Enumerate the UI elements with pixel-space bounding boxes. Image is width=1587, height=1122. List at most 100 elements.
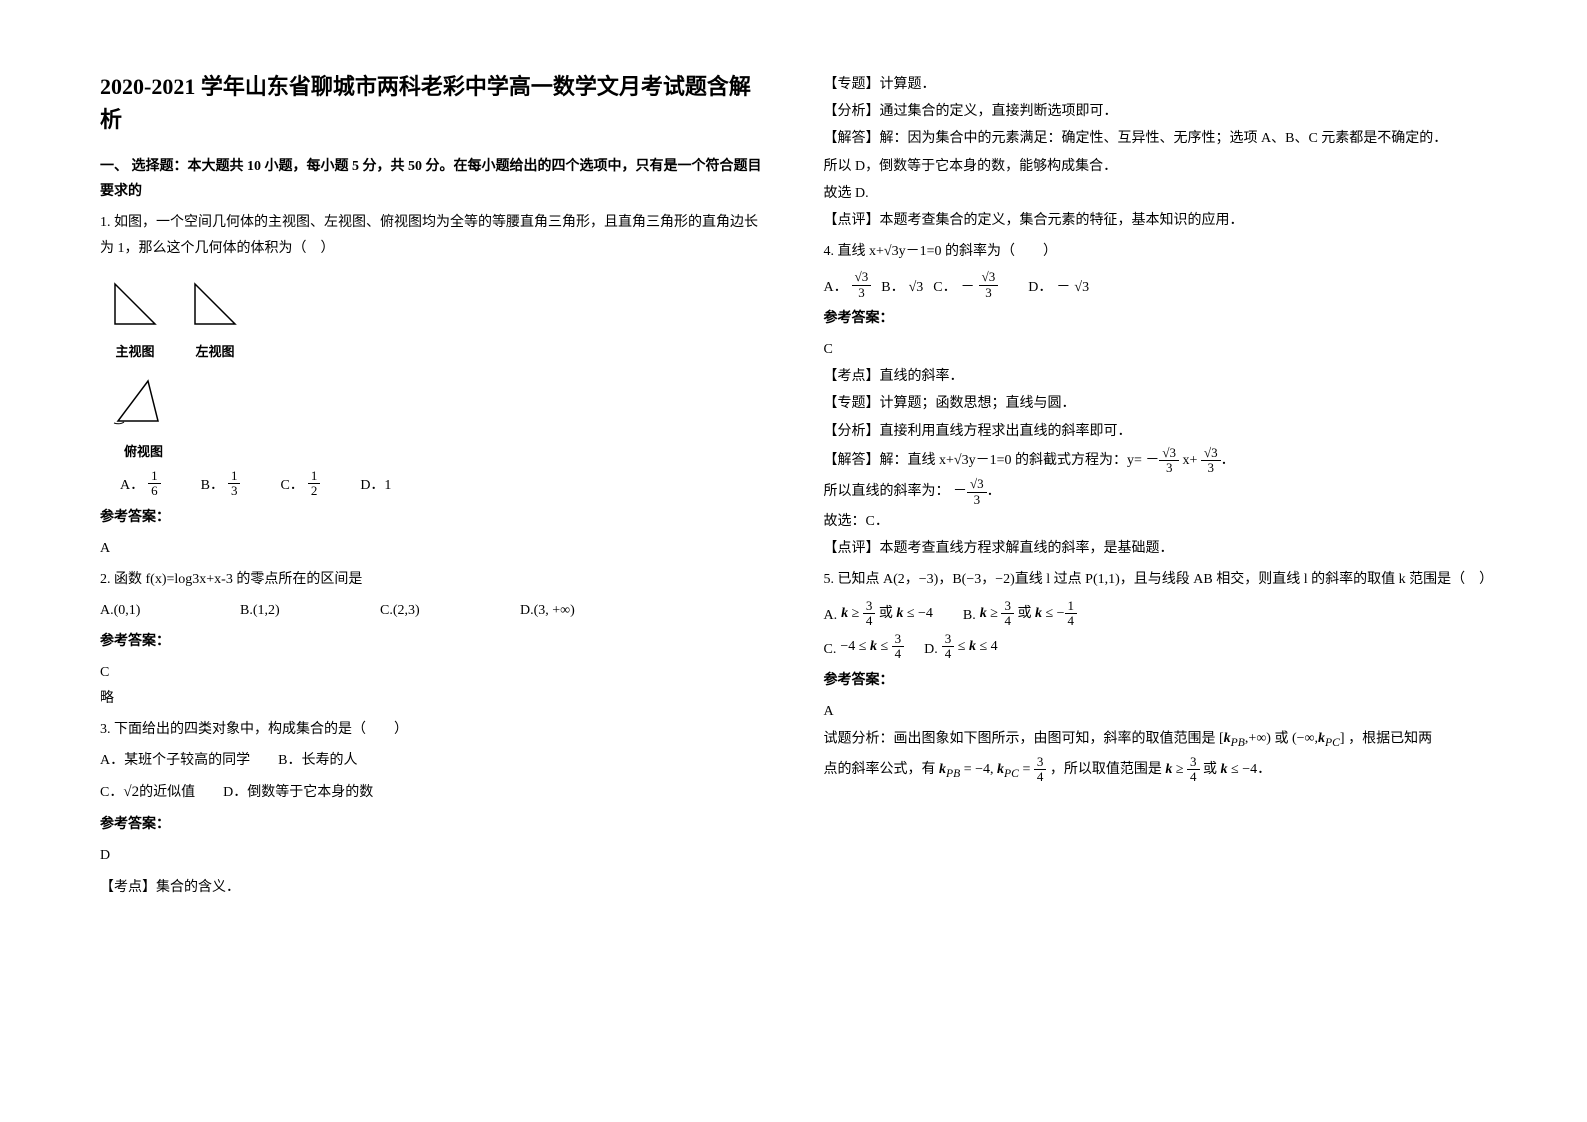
- q5-analysis-2: 点的斜率公式，有 kPB = −4, kPC = 34 ，所以取值范围是 k ≥…: [824, 755, 1488, 785]
- q3-c-prefix: C．: [100, 785, 123, 800]
- q5-answer: A: [824, 699, 1488, 724]
- sqrt3-icon: √3: [909, 275, 924, 300]
- formula-d-icon: 34 ≤ k ≤ 4: [942, 632, 998, 662]
- q1-options: A． 16 B． 13 C． 12 D．1: [100, 469, 764, 499]
- question-5-text: 5. 已知点 A(2，−3)，B(−3，−2)直线 l 过点 P(1,1)，且与…: [824, 567, 1488, 592]
- q5-options-row2: C. −4 ≤ k ≤ 34 D. 34 ≤ k ≤ 4: [824, 632, 1488, 662]
- left-view-block: 左视图: [190, 279, 240, 364]
- q4-d-label: D．: [1028, 275, 1052, 300]
- page: 2020-2021 学年山东省聊城市两科老彩中学高一数学文月考试题含解析 一、 …: [0, 0, 1587, 946]
- left-column: 2020-2021 学年山东省聊城市两科老彩中学高一数学文月考试题含解析 一、 …: [100, 70, 764, 906]
- q1-option-d: D．1: [360, 473, 391, 498]
- sqrt2-icon: √2: [123, 784, 139, 800]
- q4-so-label: 所以直线的斜率为：: [824, 484, 950, 499]
- q4-solve-a: 【解答】解：直线 x+: [824, 453, 954, 468]
- q1-option-c: C． 12: [280, 469, 320, 499]
- q4-answer: C: [824, 337, 1488, 362]
- q3-point: 【考点】集合的含义．: [100, 875, 764, 900]
- r-line-3: 【解答】解：因为集合中的元素满足：确定性、互异性、无序性；选项 A、B、C 元素…: [824, 126, 1488, 151]
- q4-option-b: B．√3: [881, 275, 923, 300]
- formula-b-icon: k ≥ 34 或 k ≤ −14: [980, 599, 1077, 629]
- q4-solve-b: y－1=0 的斜截式方程为：y=: [969, 453, 1142, 468]
- view-diagrams: 主视图 左视图: [100, 279, 764, 364]
- q5-option-d: D. 34 ≤ k ≤ 4: [924, 632, 998, 662]
- q3-answer: D: [100, 843, 764, 868]
- question-4-text: 4. 直线 x+√3y－1=0 的斜率为（ ）: [824, 239, 1488, 264]
- q2-options: A.(0,1) B.(1,2) C.(2,3) D.(3, +∞): [100, 598, 764, 623]
- q4-ref-label: 参考答案：: [824, 306, 1488, 331]
- left-view-label: 左视图: [190, 340, 240, 363]
- fraction-icon: 13: [228, 469, 241, 499]
- q5-d-label: D.: [924, 637, 938, 662]
- range-icon: k ≥ 34 或 k ≤ −4: [1165, 755, 1257, 785]
- q2-option-c: C.(2,3): [380, 598, 520, 623]
- main-view-triangle-icon: [110, 279, 160, 329]
- document-title: 2020-2021 学年山东省聊城市两科老彩中学高一数学文月考试题含解析: [100, 70, 764, 136]
- fraction-icon: √33: [979, 270, 999, 300]
- q4-topic: 【专题】计算题；函数思想；直线与圆．: [824, 391, 1488, 416]
- q4-c-label: C．: [933, 275, 956, 300]
- q2-option-d: D.(3, +∞): [520, 598, 660, 623]
- q5-options-row1: A. k ≥ 34 或 k ≤ −4 B. k ≥ 34 或 k ≤ −14: [824, 599, 1488, 629]
- q4-option-a: A． √33: [824, 270, 872, 300]
- q5-a-label: A.: [824, 603, 838, 628]
- interval-icon: [kPB,+∞): [1219, 726, 1271, 753]
- q1-answer: A: [100, 536, 764, 561]
- q4-option-c: C．－√33: [933, 270, 998, 300]
- fraction-icon: √33: [1201, 446, 1221, 476]
- fraction-icon: √33: [1159, 446, 1179, 476]
- question-2-text: 2. 函数 f(x)=log3x+x-3 的零点所在的区间是: [100, 567, 764, 592]
- q4-gx: 故选：C．: [824, 509, 1488, 534]
- sqrt3-icon: √3: [884, 244, 899, 259]
- q5-fx2-a: 点的斜率公式，有: [824, 762, 936, 777]
- q5-fx-a: 试题分析：画出图象如下图所示，由图可知，斜率的取值范围是: [824, 732, 1216, 747]
- q4-point: 【考点】直线的斜率．: [824, 364, 1488, 389]
- q5-analysis-1: 试题分析：画出图象如下图所示，由图可知，斜率的取值范围是 [kPB,+∞) 或 …: [824, 726, 1488, 753]
- q5-ref-label: 参考答案：: [824, 668, 1488, 693]
- oblique-view-label: 俯视图: [110, 440, 764, 463]
- q1-option-a: A． 16: [120, 469, 161, 499]
- formula-a-icon: k ≥ 34 或 k ≤ −4: [841, 599, 933, 629]
- oblique-view-triangle-icon: [110, 373, 170, 428]
- fraction-icon: 16: [148, 469, 161, 499]
- r-line-2: 【分析】通过集合的定义，直接判断选项即可．: [824, 99, 1488, 124]
- q1-opt-a-label: A．: [120, 473, 144, 498]
- fraction-icon: 12: [308, 469, 321, 499]
- r-line-1: 【专题】计算题．: [824, 72, 1488, 97]
- q4-analysis: 【分析】直接利用直线方程求出直线的斜率即可．: [824, 419, 1488, 444]
- formula-c-icon: −4 ≤ k ≤ 34: [840, 632, 904, 662]
- r-line-5: 故选 D.: [824, 181, 1488, 206]
- right-column: 【专题】计算题． 【分析】通过集合的定义，直接判断选项即可． 【解答】解：因为集…: [824, 70, 1488, 906]
- fraction-icon: √33: [967, 477, 987, 507]
- q2-ref-label: 参考答案：: [100, 629, 764, 654]
- q3-ref-label: 参考答案：: [100, 812, 764, 837]
- q3-c-suffix: 的近似值 D．倒数等于它本身的数: [139, 785, 373, 800]
- q5-option-b: B. k ≥ 34 或 k ≤ −14: [963, 599, 1077, 629]
- q5-option-c: C. −4 ≤ k ≤ 34: [824, 632, 905, 662]
- q4-text-a: 4. 直线 x+: [824, 244, 884, 259]
- q5-c-label: C.: [824, 637, 837, 662]
- q1-opt-c-label: C．: [280, 473, 303, 498]
- r-line-4: 所以 D，倒数等于它本身的数，能够构成集合．: [824, 154, 1488, 179]
- q4-solve: 【解答】解：直线 x+√3y－1=0 的斜截式方程为：y= －√33 x+ √3…: [824, 446, 1488, 476]
- sqrt3-icon: √3: [954, 453, 969, 468]
- q3-options-cd: C．√2的近似值 D．倒数等于它本身的数: [100, 779, 764, 806]
- q1-option-b: B． 13: [201, 469, 241, 499]
- r-line-6: 【点评】本题考查集合的定义，集合元素的特征，基本知识的应用．: [824, 208, 1488, 233]
- main-view-label: 主视图: [110, 340, 160, 363]
- q2-option-b: B.(1,2): [240, 598, 380, 623]
- q4-b-label: B．: [881, 275, 904, 300]
- q5-fx-b: ，根据已知两: [1348, 732, 1432, 747]
- fraction-icon: √33: [852, 270, 872, 300]
- q1-opt-b-label: B．: [201, 473, 224, 498]
- q4-text-b: y－1=0 的斜率为（ ）: [899, 244, 1057, 259]
- q5-fx2-b: ，所以取值范围是: [1050, 762, 1162, 777]
- q2-answer: C: [100, 660, 764, 685]
- question-1-text: 1. 如图，一个空间几何体的主视图、左视图、俯视图均为全等的等腰直角三角形，且直…: [100, 210, 764, 260]
- section-heading: 一、 选择题：本大题共 10 小题，每小题 5 分，共 50 分。在每小题给出的…: [100, 154, 764, 204]
- q3-options-ab: A．某班个子较高的同学 B．长寿的人: [100, 748, 764, 773]
- main-view-block: 主视图: [110, 279, 160, 364]
- q1-ref-label: 参考答案：: [100, 505, 764, 530]
- q2-note: 略: [100, 686, 764, 711]
- q5-option-a: A. k ≥ 34 或 k ≤ −4: [824, 599, 933, 629]
